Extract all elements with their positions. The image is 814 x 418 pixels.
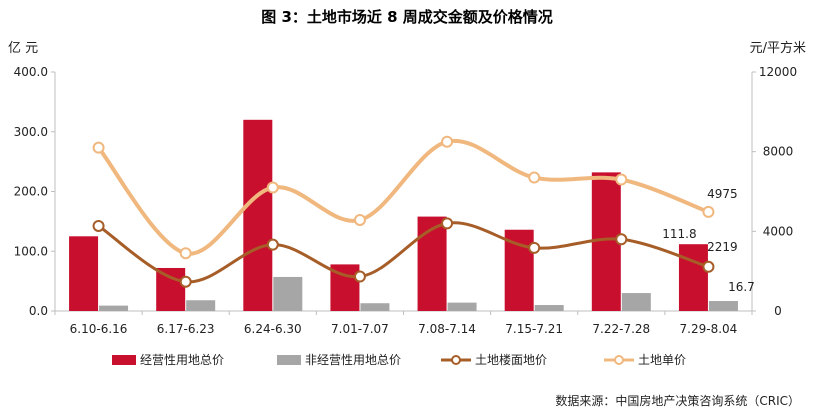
x-tick-label: 6.24-6.30: [244, 322, 302, 336]
chart-title: 图 3：土地市场近 8 周成交金额及价格情况: [261, 8, 553, 26]
legend-label: 土地单价: [638, 353, 686, 367]
bar-non-operating: [447, 302, 477, 311]
floor-price-point: [179, 275, 192, 288]
data-source: 数据来源：中国房地产决策咨询系统（CRIC）: [555, 393, 800, 408]
bar-operating: [243, 119, 273, 311]
right-tick-label: 0: [774, 304, 782, 318]
data-label: 4975: [707, 187, 738, 201]
right-tick-label: 12000: [759, 65, 797, 79]
left-tick-label: 400.0: [14, 65, 48, 79]
plot-area: 0.0 100.0 200.0 300.0 400.0 0 4000 8000 12000 6.1…: [14, 65, 797, 336]
bar-operating: [678, 244, 708, 311]
legend-label: 土地楼面地价: [475, 352, 547, 367]
unit-price-point: [266, 181, 279, 194]
legend-swatch: [112, 355, 136, 365]
right-axis-unit: 元/平方米: [750, 40, 806, 56]
x-tick-label: 7.29-8.04: [680, 322, 738, 336]
left-tick-label: 200.0: [14, 185, 48, 199]
unit-price-point: [615, 173, 628, 186]
left-tick-label: 0.0: [29, 304, 48, 318]
bar-non-operating: [708, 301, 738, 311]
bar-operating: [69, 236, 99, 311]
data-label: 111.8: [662, 227, 696, 241]
x-tick-label: 6.10-6.16: [70, 322, 128, 336]
legend-swatch-marker: [614, 355, 624, 365]
floor-price-point: [615, 233, 628, 246]
unit-price-point: [528, 171, 541, 184]
unit-price-point: [179, 247, 192, 260]
floor-price-point: [441, 217, 454, 230]
bar-non-operating: [621, 293, 651, 311]
unit-price-point: [441, 135, 454, 148]
legend-swatch: [277, 355, 301, 365]
left-tick-label: 300.0: [14, 125, 48, 139]
x-tick-label: 7.08-7.14: [418, 322, 476, 336]
bar-non-operating: [534, 305, 564, 311]
right-tick-label: 4000: [763, 224, 794, 238]
legend-swatch-marker: [451, 355, 461, 365]
bar-non-operating: [273, 276, 303, 311]
x-tick-label: 7.15-7.21: [505, 322, 563, 336]
left-axis-unit: 亿 元: [8, 41, 38, 56]
legend-label: 非经营性用地总价: [305, 353, 401, 367]
floor-price-point: [702, 260, 715, 273]
bar-non-operating: [360, 303, 390, 311]
unit-price-point: [702, 205, 715, 218]
data-label: 16.7: [728, 280, 755, 294]
floor-price-point: [528, 241, 541, 254]
floor-price-point: [92, 219, 105, 232]
unit-price-point: [92, 141, 105, 154]
floor-price-point: [353, 270, 366, 283]
legend-label: 经营性用地总价: [140, 353, 224, 367]
x-tick-label: 7.01-7.07: [331, 322, 389, 336]
bar-operating: [156, 267, 186, 311]
legend: 经营性用地总价 非经营性用地总价 土地楼面地价 土地单价: [112, 352, 686, 367]
bar-non-operating: [186, 300, 216, 311]
right-tick-label: 8000: [763, 145, 794, 159]
data-label: 2219: [707, 240, 738, 254]
bar-non-operating: [99, 305, 129, 311]
floor-price-point: [266, 238, 279, 251]
x-tick-label: 6.17-6.23: [157, 322, 215, 336]
bar-operating: [417, 216, 447, 311]
unit-price-point: [353, 213, 366, 226]
left-tick-label: 100.0: [14, 244, 48, 258]
x-tick-label: 7.22-7.28: [592, 322, 650, 336]
